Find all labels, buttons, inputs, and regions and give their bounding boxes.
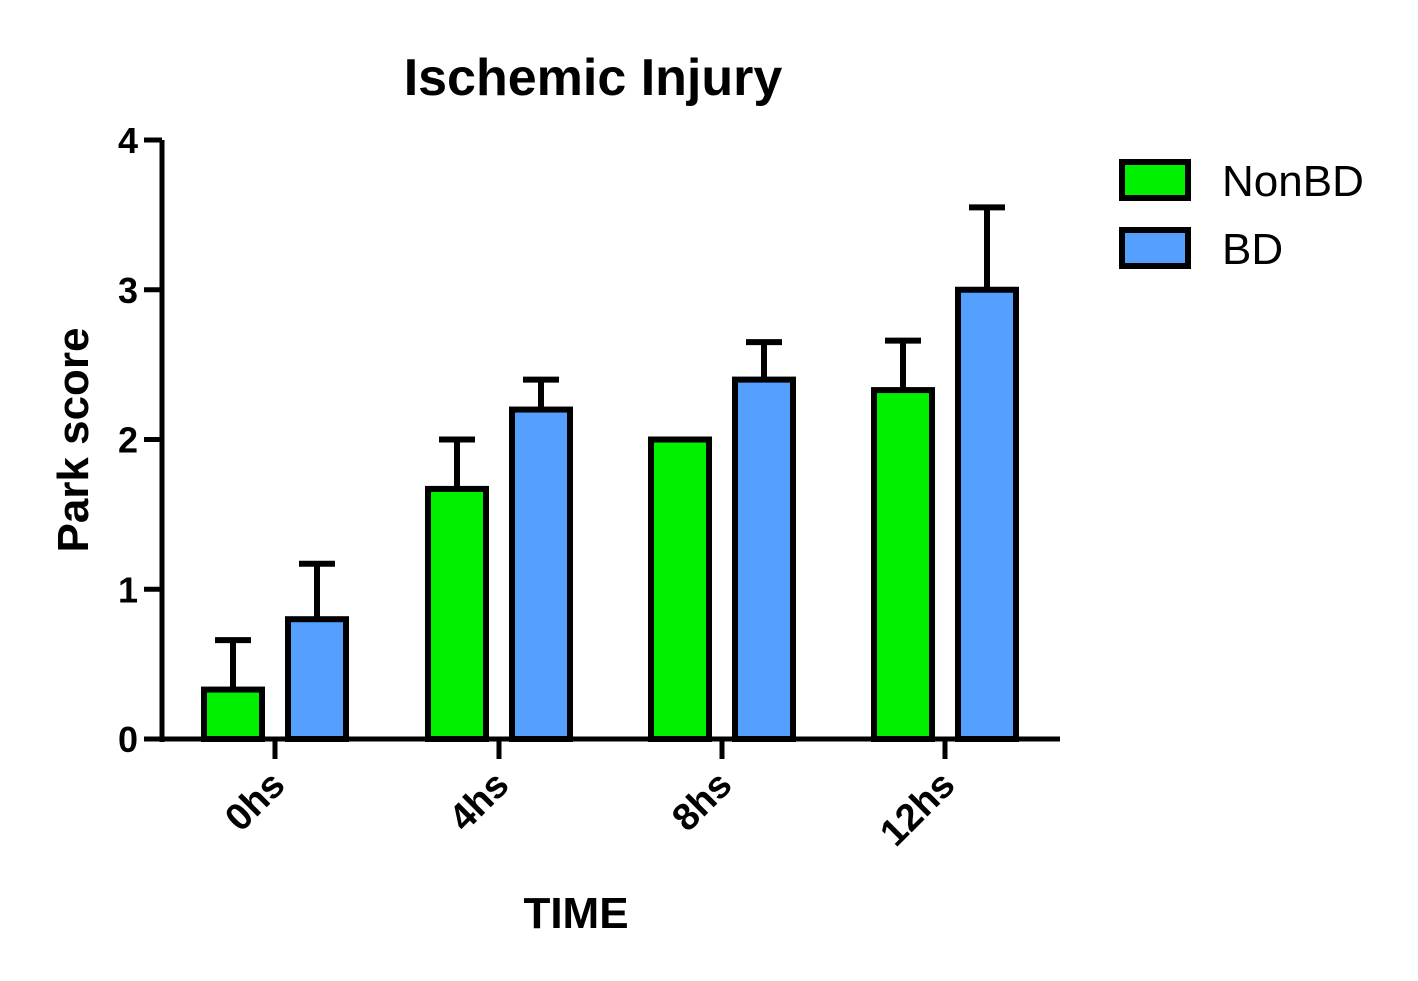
legend-label-nonbd: NonBD <box>1222 157 1364 206</box>
bar-bd-12hs <box>955 286 1019 742</box>
x-axis-label: TIME <box>523 889 628 938</box>
bar-nonbd-4hs <box>425 485 489 743</box>
x-tick-label-0hs: 0hs <box>217 764 293 840</box>
bar-nonbd-0hs <box>201 686 265 743</box>
chart-title: Ischemic Injury <box>404 49 783 107</box>
x-tick-label-12hs: 12hs <box>872 764 963 855</box>
y-tick-label-4: 4 <box>118 120 138 161</box>
x-tick-label-4hs: 4hs <box>441 764 517 840</box>
bar-nonbd-12hs <box>871 387 935 742</box>
legend-swatch-bd <box>1119 227 1191 269</box>
legend: NonBD BD <box>1119 157 1364 274</box>
bar-bd-0hs <box>285 616 349 743</box>
x-tick-label-8hs: 8hs <box>664 764 740 840</box>
legend-label-bd: BD <box>1222 225 1283 274</box>
y-tick-label-1: 1 <box>118 569 138 610</box>
legend-swatch-nonbd <box>1119 159 1191 201</box>
bar-bd-8hs <box>732 376 796 742</box>
bar-bd-4hs <box>509 406 573 742</box>
chart-marks: 0 1 2 3 4 0hs 4hs 8hs 12hs <box>118 120 1060 855</box>
y-tick-label-2: 2 <box>118 420 138 461</box>
bar-nonbd-8hs <box>648 436 712 742</box>
y-axis-label: Park score <box>49 327 98 552</box>
y-tick-label-0: 0 <box>118 719 138 760</box>
y-tick-label-3: 3 <box>118 270 138 311</box>
